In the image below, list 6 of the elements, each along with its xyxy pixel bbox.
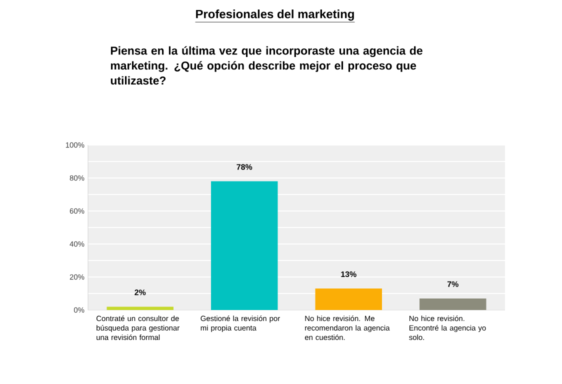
chart-subtitle: Piensa en la última vez que incorporaste una agencia de marketing. ¿Qué opción describe mejor el proceso que utilizaste? [110,46,422,85]
bar [315,288,382,310]
chart-title: Profesionales del marketing [196,10,354,21]
bar [211,181,278,310]
bar [420,298,486,310]
bar [106,306,174,310]
